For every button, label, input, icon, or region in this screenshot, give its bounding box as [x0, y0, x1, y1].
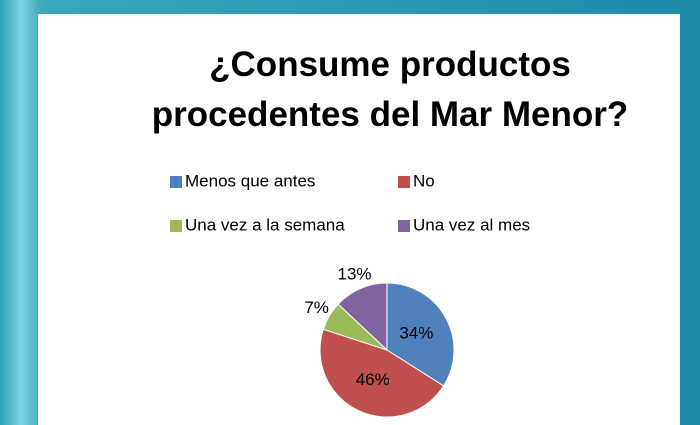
legend-swatch — [398, 220, 410, 232]
legend-label: No — [413, 171, 435, 190]
pie-slice — [319, 328, 445, 418]
legend-swatch — [398, 176, 410, 188]
legend-label: Una vez a la semana — [185, 215, 345, 234]
data-label: 7% — [304, 298, 329, 317]
legend-swatch — [170, 220, 182, 232]
legend-swatch — [170, 176, 182, 188]
data-label: 46% — [356, 370, 390, 389]
legend-label: Una vez al mes — [413, 215, 530, 234]
data-label: 34% — [399, 323, 433, 342]
chart-title: ¿Consume productos procedentes del Mar M… — [151, 45, 629, 134]
pie-slice — [337, 282, 388, 352]
legend-label: Menos que antes — [185, 171, 315, 190]
data-label: 13% — [338, 264, 372, 283]
